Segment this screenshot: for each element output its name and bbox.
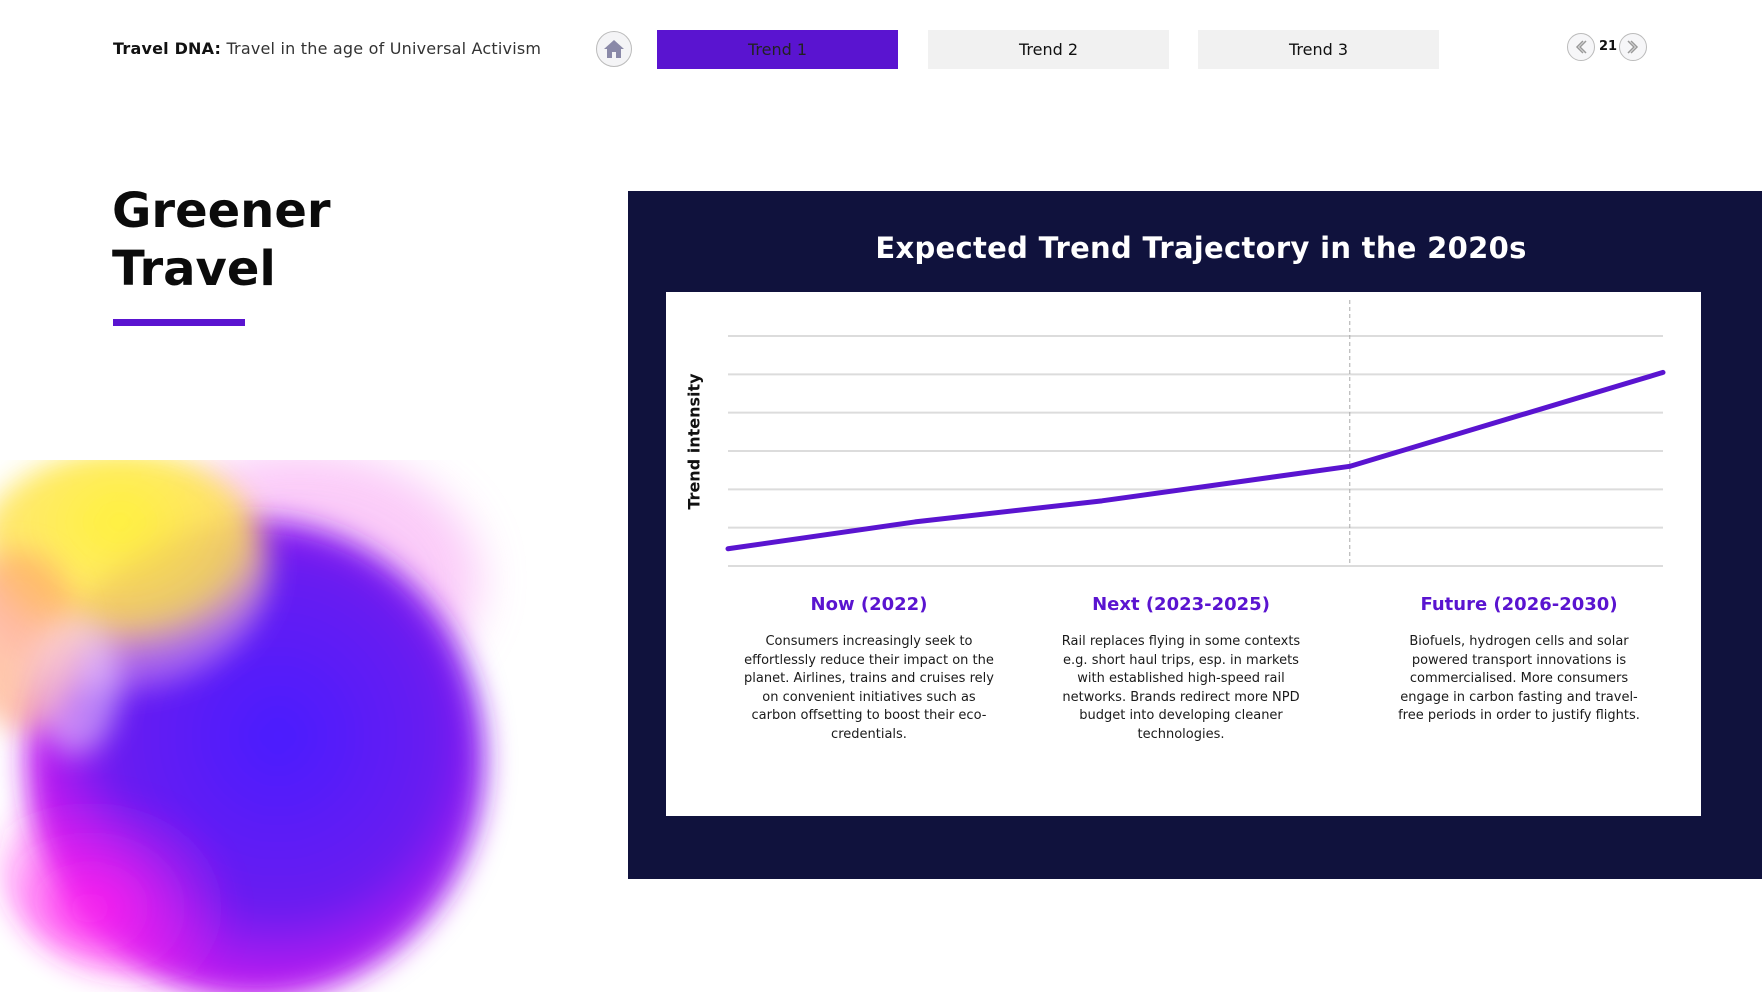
tab-trend-3[interactable]: Trend 3 [1198, 30, 1439, 69]
phase-now-text: Consumers increasingly seek to effortles… [744, 634, 994, 742]
header-title: Travel DNA: Travel in the age of Univers… [113, 39, 541, 58]
section-title: Greener Travel [112, 183, 331, 297]
y-axis-label: Trend intensity [684, 373, 704, 510]
chart-title: Expected Trend Trajectory in the 2020s [875, 231, 1527, 265]
blob-magenta [0, 740, 300, 980]
phase-next-text: Rail replaces flying in some contexts e.… [1061, 634, 1301, 742]
tab-trend-1-label: Trend 1 [747, 40, 808, 59]
prev-page-button[interactable] [1567, 33, 1595, 61]
chart-panel: Expected Trend Trajectory in the 2020s T… [628, 191, 1762, 879]
title-underline [113, 319, 245, 326]
header-title-light: Travel in the age of Universal Activism [226, 39, 542, 58]
page-number: 21 [1598, 39, 1618, 54]
decorative-blobs [0, 460, 485, 992]
home-icon [604, 40, 624, 58]
phase-future-text: Biofuels, hydrogen cells and solar power… [1398, 634, 1640, 723]
home-button[interactable] [596, 31, 632, 67]
y-axis-label-wrap: Trend intensity [684, 373, 704, 509]
phase-now-title: Now (2022) [810, 594, 928, 615]
tab-trend-3-label: Trend 3 [1288, 40, 1349, 59]
tab-trend-2[interactable]: Trend 2 [928, 30, 1169, 69]
chart-card: Trend intensity Now (2022) Consumers inc… [666, 292, 1701, 816]
tab-trend-2-label: Trend 2 [1018, 40, 1079, 59]
next-page-button[interactable] [1619, 33, 1647, 61]
blob-white-sheen [30, 615, 120, 755]
chevron-left-icon [1575, 40, 1587, 54]
phase-future: Future (2026-2030) Biofuels, hydrogen ce… [1384, 594, 1654, 726]
phase-next-title: Next (2023-2025) [1092, 594, 1270, 615]
series-line-0 [725, 369, 1666, 552]
chevron-right-icon [1627, 40, 1639, 54]
phase-future-title: Future (2026-2030) [1420, 594, 1618, 615]
phase-now: Now (2022) Consumers increasingly seek t… [734, 594, 1004, 744]
trend-chart [725, 300, 1666, 567]
header-title-strong: Travel DNA: [113, 39, 222, 58]
tab-trend-1[interactable]: Trend 1 [657, 30, 898, 69]
phase-next: Next (2023-2025) Rail replaces flying in… [1046, 594, 1316, 744]
